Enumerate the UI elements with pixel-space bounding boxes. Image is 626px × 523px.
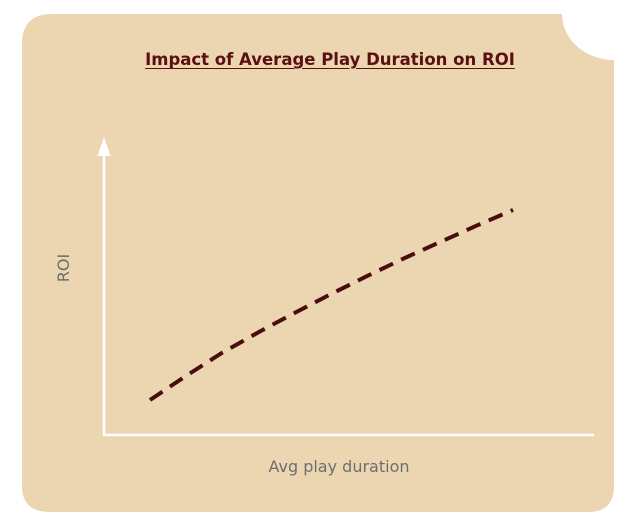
y-axis-label: ROI — [54, 253, 73, 283]
y-axis-arrow — [97, 137, 111, 156]
chart-title: Impact of Average Play Duration on ROI — [145, 50, 515, 69]
x-axis-label: Avg play duration — [268, 457, 410, 476]
series-line — [148, 208, 514, 402]
plot-area — [97, 137, 594, 437]
card-background — [22, 14, 614, 512]
